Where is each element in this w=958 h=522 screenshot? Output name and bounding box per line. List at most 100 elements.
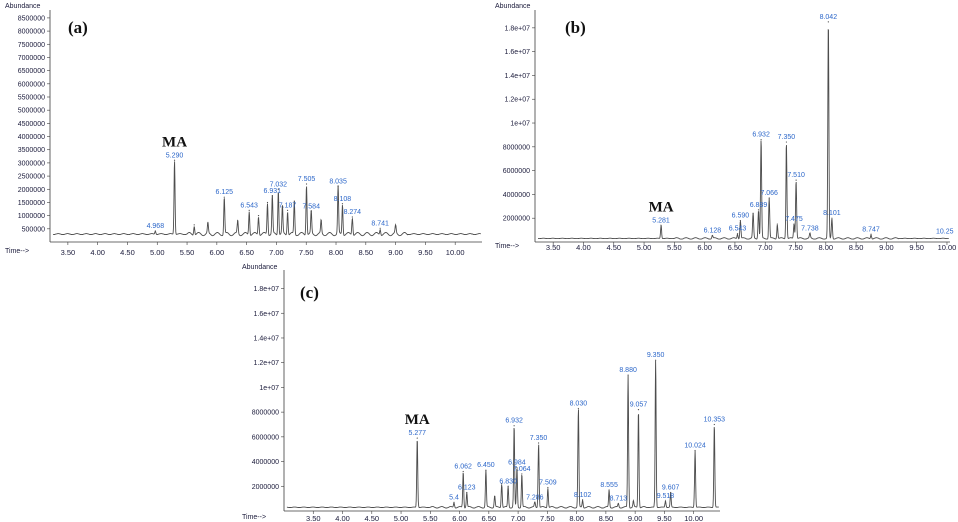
peak-label: 5.281 xyxy=(652,217,670,224)
peak-point xyxy=(831,217,833,219)
peak-point xyxy=(341,203,344,205)
x-tick-label: 6.50 xyxy=(482,514,497,522)
peak-point xyxy=(453,501,455,503)
chromatogram-trace xyxy=(286,360,719,509)
y-tick-label: 3500000 xyxy=(18,147,45,154)
x-tick-label: 8.00 xyxy=(569,514,584,522)
peak-label: 6.125 xyxy=(216,189,234,196)
peak-label: 6.062 xyxy=(454,463,472,470)
x-tick-label: 6.50 xyxy=(728,243,743,252)
y-tick-label: 4000000 xyxy=(18,134,45,141)
peak-point xyxy=(534,501,536,503)
x-tick-label: 4.50 xyxy=(364,514,379,522)
x-tick-label: 4.00 xyxy=(335,514,350,522)
x-tick-label: 9.50 xyxy=(909,243,924,252)
x-tick-label: 10.00 xyxy=(938,243,957,252)
peak-label: 7.509 xyxy=(539,480,557,487)
y-tick-label: 4000000 xyxy=(252,459,279,466)
x-tick-label: 9.50 xyxy=(657,514,672,522)
chart-panel-c: Abundance Time--> (c) 2000000 4000000 6000000… xyxy=(242,264,725,522)
peak-label: 6.123 xyxy=(458,484,476,491)
x-tick-label: 8.00 xyxy=(818,243,833,252)
peak-label: 6.543 xyxy=(240,202,258,209)
peak-point xyxy=(266,201,269,204)
peak-point xyxy=(462,470,464,473)
peak-label: 6.128 xyxy=(704,227,722,234)
peak-label: 9.350 xyxy=(647,352,665,359)
peak-label: 6.932 xyxy=(505,418,523,425)
peak-label: 7.350 xyxy=(778,134,796,141)
peak-label: 7.064 xyxy=(513,466,531,473)
peak-point xyxy=(173,159,176,161)
peak-label: 4.968 xyxy=(147,223,165,230)
y-tick-label: 3000000 xyxy=(18,160,45,167)
y-axis-title: Abundance xyxy=(495,3,531,10)
x-tick-label: 7.00 xyxy=(511,514,526,522)
peak-point xyxy=(711,234,713,237)
peak-point xyxy=(632,500,634,502)
y-tick-label: 8500000 xyxy=(18,15,45,22)
panel-label: (b) xyxy=(565,18,586,37)
x-tick-label: 9.00 xyxy=(879,243,894,252)
peak-point xyxy=(521,473,523,475)
peak-label: 7.505 xyxy=(298,176,316,183)
y-tick-label: 2000000 xyxy=(18,187,45,194)
peak-label: 10.353 xyxy=(704,416,726,423)
peak-point xyxy=(670,491,672,494)
peak-point xyxy=(793,223,795,225)
peak-label: 8.035 xyxy=(329,179,347,186)
x-tick-label: 9.00 xyxy=(388,248,403,257)
y-tick-label: 1.8e+07 xyxy=(254,286,280,293)
y-tick-label: 1.6e+07 xyxy=(254,311,280,318)
y-tick-label: 2000000 xyxy=(252,484,279,491)
peak-label: 8.101 xyxy=(823,210,841,217)
x-tick-label: 10.00 xyxy=(446,248,465,257)
y-tick-label: 1.4e+07 xyxy=(505,73,531,80)
peak-point xyxy=(223,196,225,198)
y-tick-label: 1.2e+07 xyxy=(505,97,531,104)
peak-point xyxy=(795,179,797,181)
peak-label-extra: 10.25 xyxy=(936,229,954,236)
peak-label: 7.350 xyxy=(530,435,548,442)
y-tick-label: 1e+07 xyxy=(510,121,530,128)
peak-point xyxy=(617,502,619,505)
x-tick-label: 6.00 xyxy=(697,243,712,252)
peak-point xyxy=(494,495,496,497)
x-tick-label: 7.50 xyxy=(788,243,803,252)
y-axis-title: Abundance xyxy=(242,264,278,271)
chart-panel-b: Abundance Time--> (b) 2000000 4000000 6000000… xyxy=(495,3,956,252)
peak-point xyxy=(785,141,788,143)
x-axis-title: Time--> xyxy=(242,514,266,521)
peak-label: 7.066 xyxy=(760,190,778,197)
x-tick-label: 7.00 xyxy=(269,248,284,257)
peak-point xyxy=(739,219,741,222)
y-tick-label: 4000000 xyxy=(503,192,530,199)
peak-label: 5.290 xyxy=(166,152,184,159)
peak-label: 7.286 xyxy=(526,494,544,501)
chart-panel-a: Abundance Time--> (a) 500000 1000000 1500000 2… xyxy=(5,3,482,257)
peak-label: 7.510 xyxy=(787,172,805,179)
y-tick-label: 2500000 xyxy=(18,174,45,181)
chromatogram-trace xyxy=(52,161,481,237)
peak-label: 8.880 xyxy=(619,367,637,374)
peak-label: 8.274 xyxy=(344,209,362,216)
peak-point xyxy=(257,215,260,217)
peak-point xyxy=(757,209,760,211)
chromatogram-trace xyxy=(538,29,949,240)
peak-label: 7.738 xyxy=(801,226,819,233)
x-tick-label: 4.00 xyxy=(576,243,591,252)
y-tick-label: 1500000 xyxy=(18,200,45,207)
x-tick-label: 5.50 xyxy=(423,514,438,522)
y-axis-title: Abundance xyxy=(5,3,41,10)
peak-label: 8.713 xyxy=(610,496,628,503)
peak-point xyxy=(713,423,715,426)
ma-annotation: MA xyxy=(405,412,430,428)
peak-label: 6.590 xyxy=(732,213,750,220)
x-tick-label: 8.00 xyxy=(329,248,344,257)
y-tick-label: 500000 xyxy=(22,226,45,233)
peak-point xyxy=(310,211,312,213)
x-tick-label: 5.50 xyxy=(667,243,682,252)
y-tick-label: 1.2e+07 xyxy=(254,360,280,367)
peak-point xyxy=(760,139,762,141)
